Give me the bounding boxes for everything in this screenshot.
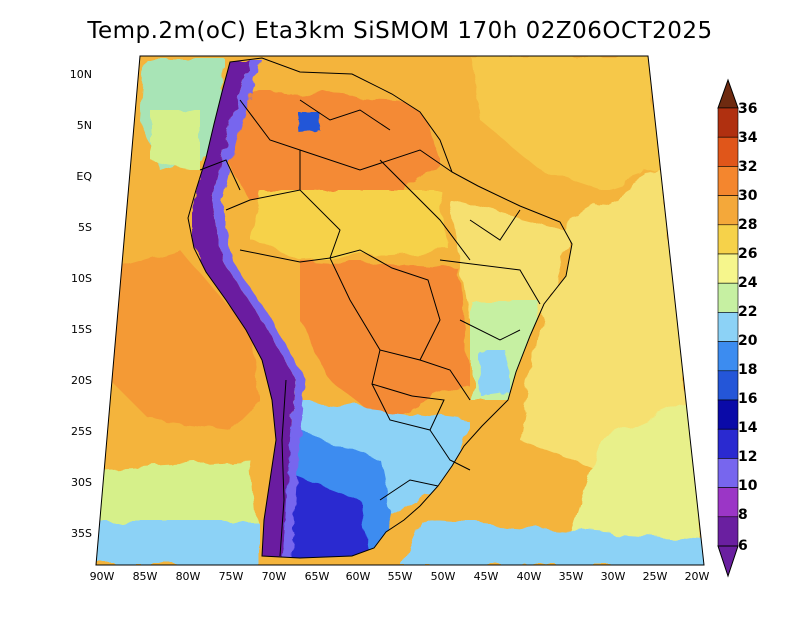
- colorbar-segment: [717, 487, 739, 518]
- lon-tick: 65W: [305, 570, 330, 583]
- colorbar-label: 18: [738, 362, 757, 378]
- colorbar-segment: [717, 312, 739, 342]
- lat-tick: 5N: [77, 119, 92, 132]
- ocean-pacific-north-green: [150, 110, 200, 170]
- lon-tick: 35W: [559, 570, 584, 583]
- colorbar-label: 16: [738, 391, 757, 407]
- lon-tick: 85W: [133, 570, 158, 583]
- border-colombia: [239, 99, 301, 190]
- colorbar-segment: [717, 136, 739, 167]
- border-venezuela: [299, 99, 391, 131]
- lon-tick: 45W: [474, 570, 499, 583]
- border-states-1: [379, 159, 471, 261]
- map-title: Temp.2m(oC) Eta3km SiSMOM 170h 02Z06OCT2…: [87, 18, 713, 44]
- lat-tick: 35S: [71, 527, 92, 540]
- colorbar-label: 10: [738, 478, 758, 494]
- lon-tick: 25W: [643, 570, 668, 583]
- lon-tick: 60W: [346, 570, 371, 583]
- border-states-5: [469, 209, 521, 241]
- colorbar-label: 30: [738, 188, 758, 204]
- lon-tick: 30W: [601, 570, 626, 583]
- highlands-cold-patch-north: [298, 112, 322, 134]
- andes-mid-band: [212, 60, 306, 558]
- border-states-2: [439, 259, 541, 305]
- border-states-4: [419, 359, 471, 401]
- colorbar-label: 22: [738, 304, 757, 320]
- lon-tick: 55W: [388, 570, 413, 583]
- colorbar-label: 32: [738, 159, 757, 175]
- ocean-atlantic-north: [470, 56, 660, 190]
- land-very-cold-south: [275, 470, 370, 558]
- colorbar-label: 8: [738, 507, 748, 523]
- borders: [187, 57, 573, 559]
- lon-tick: 80W: [176, 570, 201, 583]
- ocean-south-atlantic-cold: [400, 520, 704, 565]
- land-hot-central: [300, 260, 470, 420]
- map-frame: [95, 55, 705, 566]
- colorbar-segment: [717, 370, 739, 401]
- colorbar-segment: [717, 195, 739, 226]
- colorbar-segment: [717, 428, 739, 459]
- lat-tick: 25S: [71, 425, 92, 438]
- colorbar-labels: 36 34 32 30 28 26 24 22 20 18 16 14 12 1…: [738, 101, 758, 554]
- colorbar-bottom-triangle: [717, 545, 739, 578]
- border-chile-argentina: [279, 379, 287, 557]
- land-yellow-east: [450, 200, 570, 330]
- lat-tick: 20S: [71, 374, 92, 387]
- lat-tick: 10S: [71, 272, 92, 285]
- colorbar-label: 34: [738, 130, 758, 146]
- border-uruguay: [379, 479, 439, 501]
- ocean-pacific-warm: [110, 250, 260, 430]
- colorbar-segment: [717, 166, 739, 196]
- colorbar: 36 34 32 30 28 26 24 22 20 18 16 14 12 1…: [717, 78, 758, 578]
- lat-tick: 30S: [71, 476, 92, 489]
- lon-tick: 75W: [219, 570, 244, 583]
- lon-tick: 70W: [262, 570, 287, 583]
- colorbar-label: 14: [738, 420, 758, 436]
- colorbar-segment: [717, 107, 739, 138]
- border-argentina-brazil: [429, 429, 471, 471]
- lon-tick: 50W: [431, 570, 456, 583]
- lon-tick: 40W: [517, 570, 542, 583]
- colorbar-segment: [717, 458, 739, 488]
- colorbar-label: 12: [738, 449, 757, 465]
- colorbar-label: 6: [738, 538, 748, 554]
- ocean-pacific-far-south: [96, 520, 260, 565]
- lat-tick: EQ: [76, 170, 92, 183]
- colorbar-label: 24: [738, 275, 758, 291]
- colorbar-label: 28: [738, 217, 757, 233]
- border-ecuador: [199, 159, 241, 191]
- land-yellow-north: [250, 190, 450, 260]
- lat-tick: 5S: [78, 221, 92, 234]
- land-hot-amazon: [220, 90, 440, 200]
- colorbar-segment: [717, 516, 739, 547]
- colorbar-top-triangle: [717, 78, 739, 109]
- colorbar-segment: [717, 224, 739, 255]
- lon-tick: 20W: [685, 570, 710, 583]
- colorbar-segment: [717, 399, 739, 430]
- colorbar-segment: [717, 282, 739, 313]
- colorbar-label: 20: [738, 333, 758, 349]
- border-states-3: [459, 319, 521, 341]
- ocean-atlantic-south: [560, 400, 704, 565]
- lat-tick: 15S: [71, 323, 92, 336]
- colorbar-label: 26: [738, 246, 757, 262]
- lon-ticks: 90W 85W 80W 75W 70W 65W 60W 55W 50W 45W …: [90, 570, 710, 583]
- colorbar-segments: [717, 107, 739, 547]
- colorbar-label: 36: [738, 101, 757, 117]
- border-brazil-north: [299, 149, 453, 173]
- colorbar-segment: [717, 341, 739, 372]
- lat-tick: 10N: [70, 68, 92, 81]
- lat-ticks: 10N 5N EQ 5S 10S 15S 20S 25S 30S 35S: [70, 68, 93, 540]
- lon-tick: 90W: [90, 570, 115, 583]
- highlands-cool-patch-east: [478, 350, 510, 396]
- colorbar-segment: [717, 253, 739, 284]
